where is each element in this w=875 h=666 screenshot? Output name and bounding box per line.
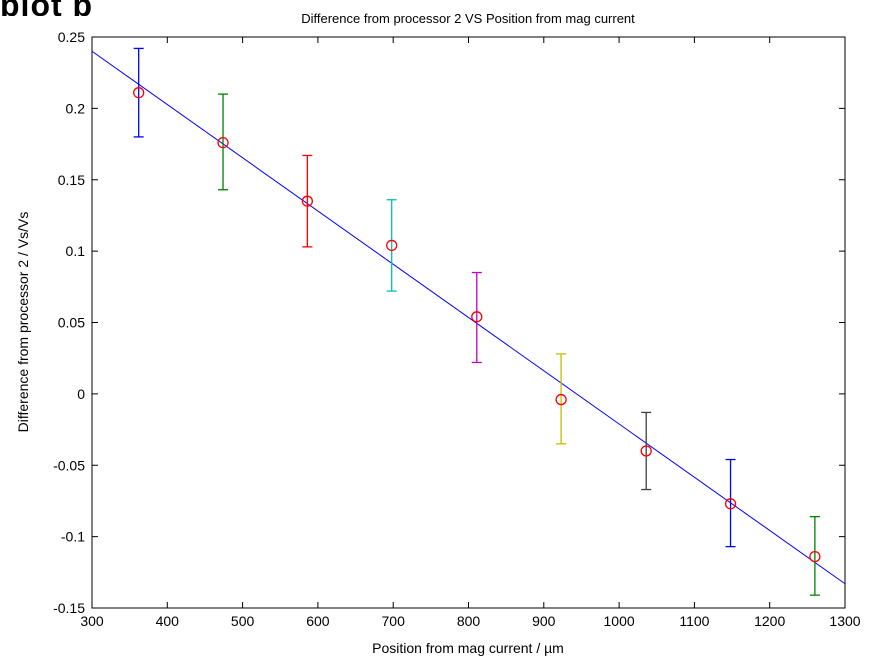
data-point: [640, 445, 652, 457]
x-axis-label: Position from mag current / µm: [372, 640, 564, 656]
y-tick-label: 0.15: [58, 172, 85, 188]
x-tick-label: 800: [457, 613, 481, 629]
y-tick-label: 0.25: [58, 29, 85, 45]
fit-line: [91, 50, 846, 585]
error-bars: [133, 47, 820, 596]
y-tick-label: 0.05: [58, 315, 85, 331]
axis-ticks: [91, 36, 846, 609]
x-tick-label: 1100: [679, 613, 709, 629]
y-tick-label: -0.05: [53, 457, 85, 473]
y-tick-labels: -0.15 -0.1 -0.05 0 0.05 0.1 0.15 0.2 0.25: [53, 29, 85, 616]
x-tick-label: 1000: [604, 613, 635, 629]
x-tick-label: 700: [382, 613, 406, 629]
x-tick-labels: 300 400 500 600 700 800 900 1000 1100 1200 1300: [80, 613, 860, 629]
y-tick-label: 0: [77, 386, 85, 402]
x-tick-label: 300: [80, 613, 104, 629]
x-tick-label: 1200: [754, 613, 785, 629]
data-point: [809, 550, 821, 563]
y-axis-label: Difference from processor 2 / Vs/Vs: [15, 212, 31, 433]
data-point: [555, 393, 567, 406]
y-tick-label: 0.2: [66, 100, 86, 116]
x-tick-label: 600: [306, 613, 330, 629]
y-tick-label: -0.1: [61, 529, 85, 545]
plot-area: [91, 36, 846, 609]
data-point: [133, 87, 145, 99]
x-tick-label: 1300: [829, 613, 860, 629]
fit-line-layer: [91, 50, 846, 585]
y-tick-label: -0.15: [53, 600, 85, 616]
x-tick-label: 400: [156, 613, 180, 629]
x-tick-label: 500: [231, 613, 255, 629]
data-point: [217, 136, 229, 149]
data-point: [471, 311, 483, 323]
x-tick-label: 900: [532, 613, 556, 629]
data-point: [386, 239, 398, 252]
cropped-header-text: plot p: [0, 0, 93, 16]
chart-title: Difference from processor 2 VS Position …: [301, 11, 635, 26]
data-point: [724, 498, 737, 510]
data-point: [301, 195, 314, 207]
data-points: [133, 87, 821, 563]
y-tick-label: 0.1: [66, 243, 86, 259]
